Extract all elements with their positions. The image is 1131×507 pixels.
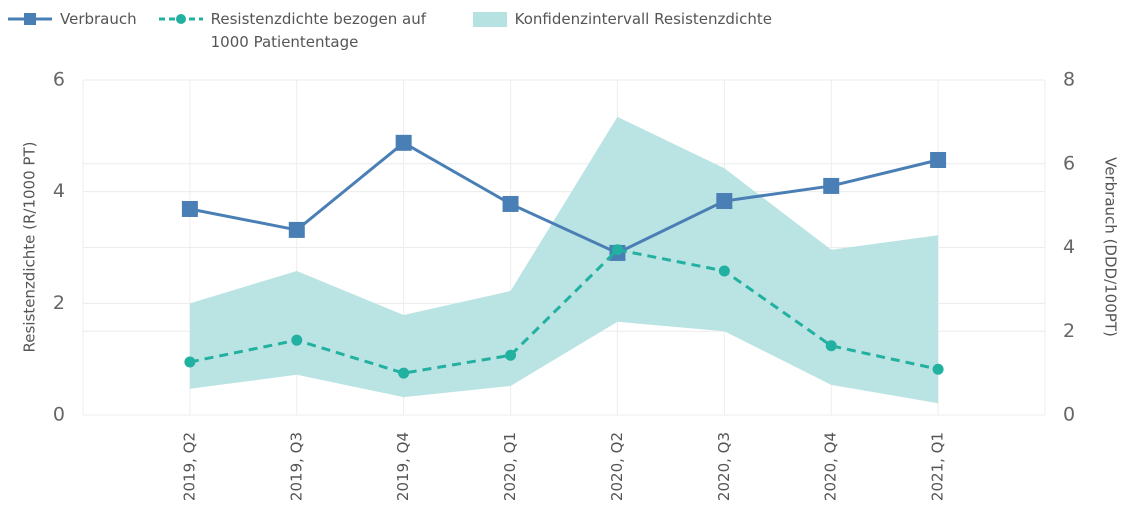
legend-item: Konfidenzintervall Resistenzdichte [472, 8, 772, 54]
line [189, 248, 939, 375]
legend-band [472, 12, 507, 27]
y-tick-label: 0 [53, 404, 65, 426]
y-tick-label: 4 [53, 180, 65, 202]
y-axis-label: Resistenzdichte (R/1000 PT) [21, 142, 39, 353]
y-tick-label: 2 [53, 292, 65, 314]
marker [718, 265, 730, 277]
marker [716, 193, 733, 210]
marker [825, 340, 837, 352]
legend-marker [175, 14, 186, 24]
marker [823, 177, 840, 194]
y2-tick-label: 0 [1063, 404, 1075, 426]
y2-tick-label: 2 [1063, 320, 1075, 342]
x-tick-label: 2020, Q2 [608, 432, 626, 501]
x-tick-label: 2019, Q4 [394, 432, 412, 501]
marker [932, 363, 944, 375]
y2-tick-label: 8 [1063, 69, 1075, 91]
marker [930, 151, 947, 168]
y-tick-label: 6 [53, 69, 65, 91]
y2-axis-label: Verbrauch (DDD/100PT) [1102, 157, 1120, 337]
y2-tick-label: 6 [1063, 152, 1075, 174]
marker [395, 134, 412, 151]
y2-tick-label: 4 [1063, 236, 1075, 258]
legend-label: Verbrauch [60, 10, 137, 28]
marker [181, 200, 198, 217]
x-tick-label: 2020, Q1 [501, 432, 519, 501]
marker [184, 356, 196, 368]
legend-label: Resistenzdichte bezogen auf 1000 Patient… [210, 10, 427, 51]
marker [398, 367, 410, 379]
confidence-band [189, 116, 939, 404]
x-tick-label: 2019, Q2 [180, 432, 198, 501]
x-tick-label: 2019, Q3 [287, 432, 305, 501]
marker [505, 349, 517, 361]
x-tick-label: 2021, Q1 [929, 432, 947, 501]
legend: Verbrauch Resistenzdichte bezogen auf 100… [8, 8, 772, 54]
legend-swatch [158, 14, 203, 24]
legend-label: Konfidenzintervall Resistenzdichte [514, 10, 772, 28]
marker [611, 244, 623, 256]
marker [291, 334, 303, 346]
legend-item: Verbrauch [8, 8, 137, 54]
legend-swatch [8, 13, 52, 25]
legend-swatch [472, 12, 507, 27]
legend-marker [24, 13, 36, 25]
marker [288, 221, 305, 238]
line [189, 140, 939, 255]
x-tick-label: 2020, Q3 [715, 432, 733, 501]
marker [502, 195, 519, 212]
legend-item: Resistenzdichte bezogen auf 1000 Patient… [158, 8, 451, 54]
x-tick-label: 2020, Q4 [822, 432, 840, 501]
